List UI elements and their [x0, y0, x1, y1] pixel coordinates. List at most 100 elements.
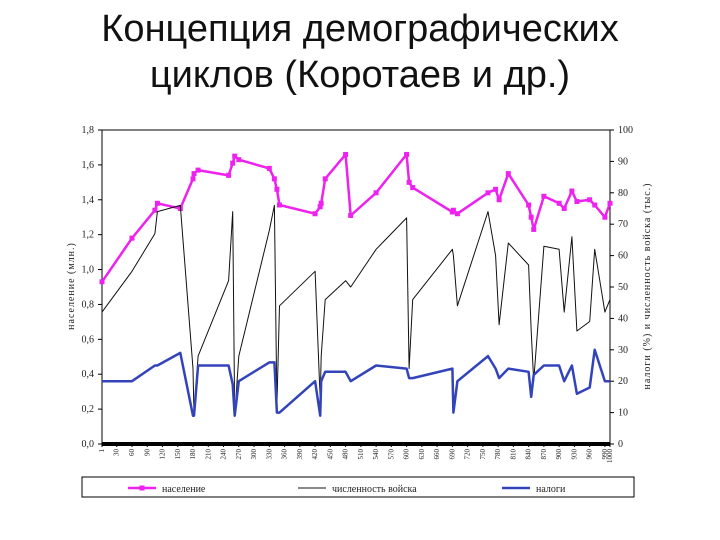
x-tick-label: 720	[464, 449, 472, 460]
data-point-население	[450, 207, 456, 213]
y-tick-label: 1,6	[82, 160, 95, 171]
x-tick-label: 570	[387, 449, 395, 460]
x-tick-label: 330	[265, 449, 273, 460]
y-tick-label: 0,0	[82, 439, 95, 450]
x-tick-label: 450	[326, 449, 334, 460]
y2-tick-label: 20	[618, 376, 628, 387]
y-axis-label: население (млн.)	[66, 242, 77, 330]
data-point-население	[607, 200, 613, 206]
data-point-население	[312, 211, 318, 217]
x-tick-label: 870	[540, 449, 548, 460]
legend-marker	[139, 485, 145, 491]
data-point-население	[343, 151, 349, 157]
y-tick-label: 1,0	[82, 265, 95, 276]
y-tick-label: 0,2	[82, 404, 95, 415]
data-point-население	[322, 176, 328, 182]
x-tick-label: 300	[250, 449, 258, 460]
x-tick-label: 960	[586, 449, 594, 460]
data-point-население	[236, 157, 242, 163]
data-point-население	[569, 188, 575, 194]
x-tick-label: 90	[143, 449, 151, 457]
data-point-население	[129, 235, 135, 241]
data-point-население	[410, 185, 416, 191]
data-point-население	[496, 197, 502, 203]
y2-axis-label: налоги (%) и численность войска (тыс.)	[642, 182, 653, 389]
y2-tick-label: 50	[618, 282, 628, 293]
x-tick-label: 840	[525, 449, 533, 460]
x-tick-label: 630	[418, 449, 426, 460]
data-point-население	[587, 197, 593, 203]
x-tick-label: 690	[448, 449, 456, 460]
y2-tick-label: 40	[618, 313, 628, 324]
x-tick-label: 480	[342, 449, 350, 460]
data-point-население	[404, 151, 410, 157]
data-point-население	[276, 202, 282, 208]
y-tick-label: 1,2	[82, 230, 95, 241]
y2-tick-label: 80	[618, 188, 628, 199]
x-tick-label: 30	[113, 449, 121, 457]
data-point-население	[318, 200, 324, 206]
series-line-налоги	[102, 348, 610, 417]
y-tick-label: 1,4	[82, 195, 95, 206]
x-tick-label: 1000	[606, 449, 614, 464]
legend-label: численность войска	[332, 484, 417, 495]
x-tick-label: 390	[296, 449, 304, 460]
x-tick-label: 150	[174, 449, 182, 460]
legend-label: налоги	[536, 484, 566, 495]
data-point-население	[232, 153, 238, 159]
x-tick-label: 780	[494, 449, 502, 460]
y2-tick-label: 100	[618, 125, 633, 136]
y-tick-label: 1,8	[82, 125, 95, 136]
data-point-население	[266, 165, 272, 171]
data-point-население	[406, 179, 412, 185]
x-tick-label: 360	[281, 449, 289, 460]
data-point-население	[574, 199, 580, 205]
data-point-население	[274, 186, 280, 192]
data-point-население	[485, 190, 491, 196]
y2-tick-label: 30	[618, 345, 628, 356]
y2-tick-label: 90	[618, 156, 628, 167]
y2-tick-label: 70	[618, 219, 628, 230]
data-point-население	[531, 226, 537, 232]
x-tick-label: 540	[372, 449, 380, 460]
plot-area	[101, 129, 611, 445]
data-point-население	[226, 172, 232, 178]
data-point-население	[493, 186, 499, 192]
y-tick-label: 0,4	[82, 369, 95, 380]
data-point-население	[190, 176, 196, 182]
y-tick-label: 0,6	[82, 334, 95, 345]
data-point-население	[195, 167, 201, 173]
x-tick-label: 990	[601, 449, 609, 460]
x-tick-label: 270	[235, 449, 243, 460]
data-point-население	[528, 214, 534, 220]
legend-box	[81, 476, 635, 498]
y-tick-label: 0,8	[82, 299, 95, 310]
x-tick-label: 210	[204, 449, 212, 460]
x-tick-label: 60	[128, 449, 136, 457]
x-tick-label: 180	[189, 449, 197, 460]
x-tick-label: 930	[570, 449, 578, 460]
data-point-население	[526, 202, 532, 208]
data-point-население	[556, 200, 562, 206]
x-tick-label: 660	[433, 449, 441, 460]
series-line-население	[100, 153, 612, 283]
data-point-население	[602, 214, 608, 220]
x-tick-label: 120	[159, 449, 167, 460]
data-point-население	[271, 176, 277, 182]
x-tick-label: 750	[479, 449, 487, 460]
data-point-население	[230, 160, 236, 166]
data-point-население	[505, 171, 511, 177]
data-point-население	[152, 207, 158, 213]
x-tick-label: 600	[403, 449, 411, 460]
data-point-население	[154, 200, 160, 206]
data-point-население	[592, 202, 598, 208]
y2-tick-label: 10	[618, 408, 628, 419]
slide-title: Концепция демографических циклов (Корота…	[101, 8, 619, 96]
legend-label: население	[162, 484, 206, 495]
data-point-население	[373, 190, 379, 196]
data-point-население	[348, 212, 354, 218]
y2-tick-label: 0	[618, 439, 623, 450]
x-tick-label: 1	[98, 449, 106, 453]
data-point-население	[99, 279, 105, 285]
data-point-население	[454, 211, 460, 217]
